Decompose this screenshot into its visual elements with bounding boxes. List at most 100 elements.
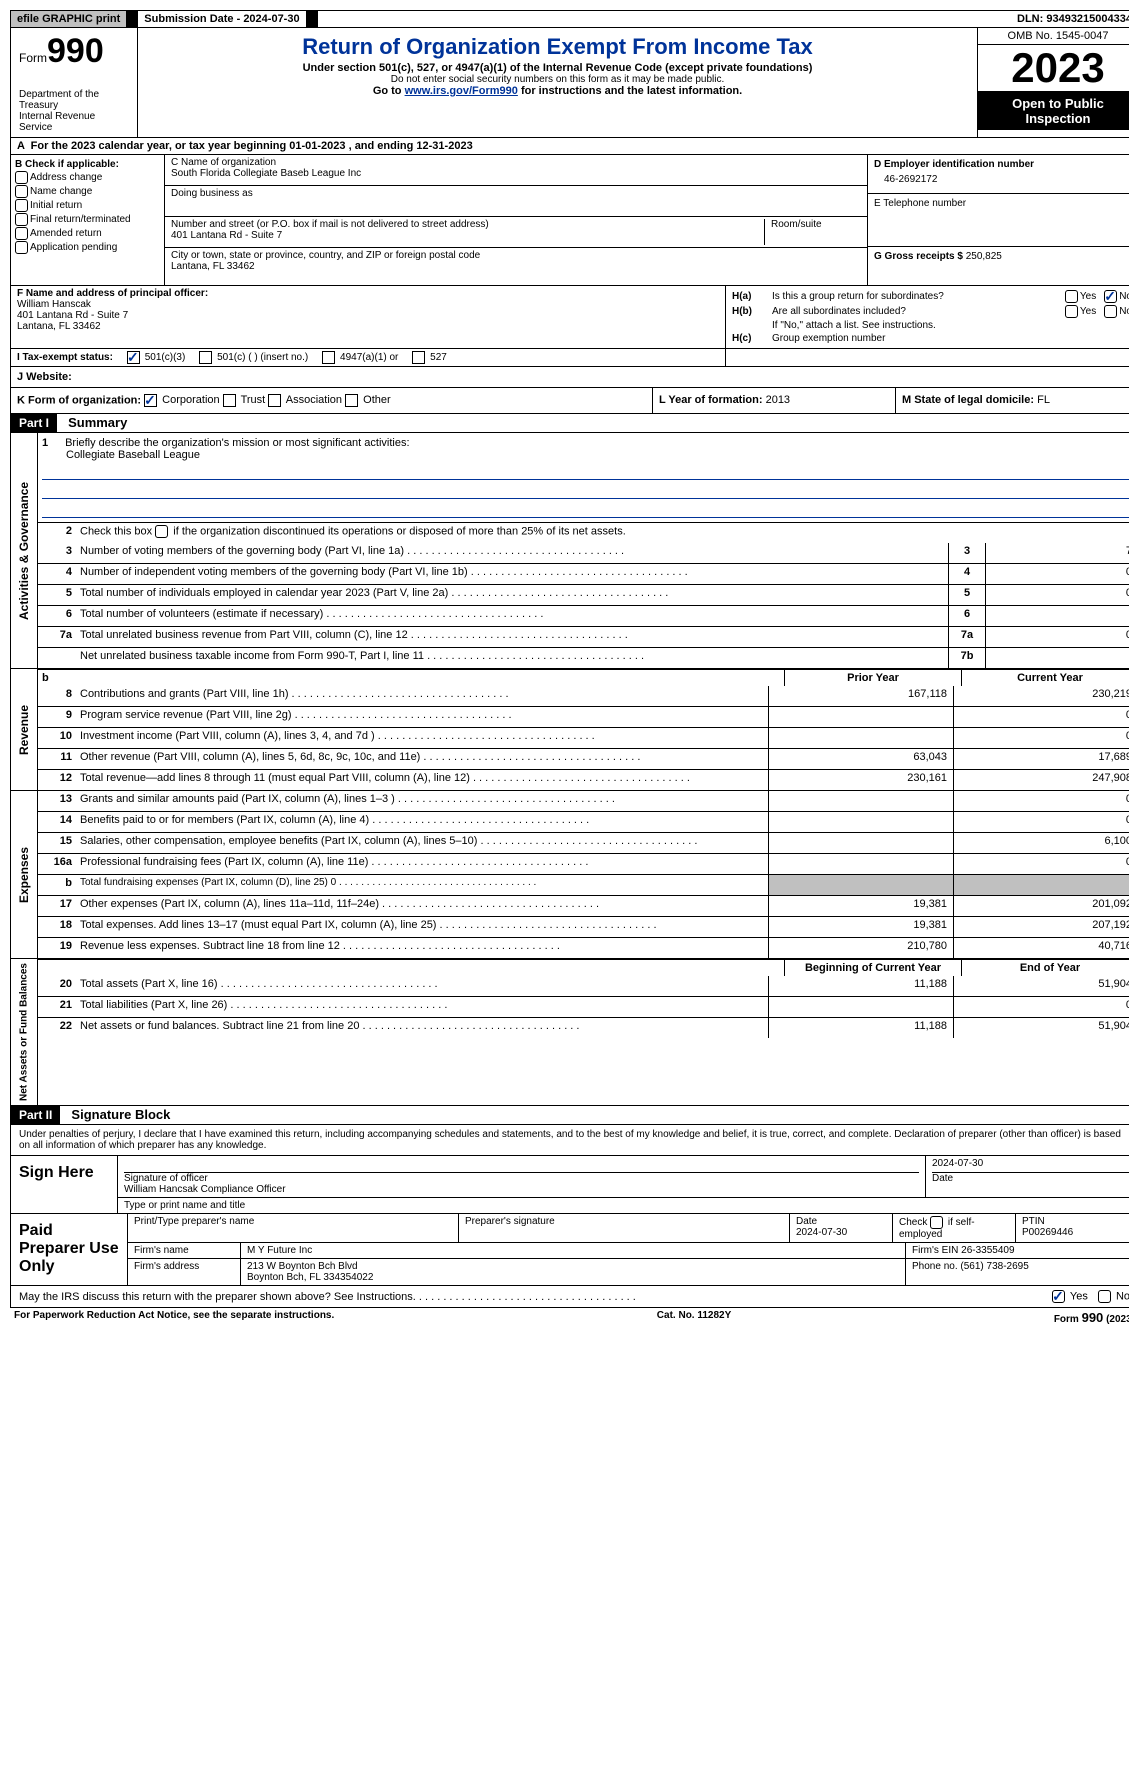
opt-label: 4947(a)(1) or [340,352,398,363]
checkbox-address-change[interactable] [15,171,28,184]
current-value: 0 [953,791,1129,811]
sign-here-label: Sign Here [11,1156,118,1213]
line-text: Benefits paid to or for members (Part IX… [76,812,768,832]
checkbox-hb-yes[interactable] [1065,305,1078,318]
current-value: 0 [953,707,1129,727]
phone-label: Phone no. [912,1261,958,1272]
checkbox-501c[interactable] [199,351,212,364]
gov-vlabel: Activities & Governance [11,433,38,668]
current-value: 0 [953,728,1129,748]
line-text: Other revenue (Part VIII, column (A), li… [76,749,768,769]
checkbox-ha-no[interactable] [1104,290,1117,303]
current-value: 40,716 [953,938,1129,958]
line-box: 5 [948,585,985,605]
current-value: 51,904 [953,976,1129,996]
line-num: 22 [38,1018,76,1038]
part1-header: Part I [11,414,57,432]
line-value: 0 [985,564,1129,584]
line-text: Professional fundraising fees (Part IX, … [76,854,768,874]
yes-label: Yes [1080,306,1096,317]
line-value: 0 [985,585,1129,605]
checkbox-501c3[interactable] [127,351,140,364]
hb-text: Are all subordinates included? [772,306,1065,317]
type-name-label: Type or print name and title [118,1198,1129,1213]
checkbox-amended[interactable] [15,227,28,240]
line-value [985,606,1129,626]
line-text: Contributions and grants (Part VIII, lin… [76,686,768,706]
line-num: 7a [38,627,76,647]
line-text: Total assets (Part X, line 16) [76,976,768,996]
opt-label: 527 [430,352,447,363]
checkbox-4947[interactable] [322,351,335,364]
line-text: Total number of volunteers (estimate if … [76,606,948,626]
line-text: Program service revenue (Part VIII, line… [76,707,768,727]
checkbox-initial-return[interactable] [15,199,28,212]
yes-label: Yes [1070,1290,1088,1302]
k-label: K Form of organization: [17,394,141,406]
checkbox-name-change[interactable] [15,185,28,198]
declaration-text: Under penalties of perjury, I declare th… [11,1125,1129,1156]
j-label: J Website: [17,371,72,383]
line-text: Total liabilities (Part X, line 26) [76,997,768,1017]
line-num [38,648,76,668]
line-box: 4 [948,564,985,584]
goto-prefix: Go to [373,85,405,97]
checkbox-discuss-yes[interactable] [1052,1290,1065,1303]
form-word: Form [19,51,47,65]
line-num: 11 [38,749,76,769]
ssn-note: Do not enter social security numbers on … [146,74,969,85]
room-label: Room/suite [765,219,861,245]
part2-header: Part II [11,1106,60,1124]
line-num: 13 [38,791,76,811]
current-value: 51,904 [953,1018,1129,1038]
form990-link[interactable]: www.irs.gov/Form990 [405,85,518,97]
checkbox-other[interactable] [345,394,358,407]
tax-year: 2023 [978,45,1129,92]
hb-note: If "No," attach a list. See instructions… [772,320,1129,331]
checkbox-app-pending[interactable] [15,241,28,254]
checkbox-assoc[interactable] [268,394,281,407]
ha-text: Is this a group return for subordinates? [772,291,1065,302]
checkbox-final-return[interactable] [15,213,28,226]
footer-right: Form 990 (2023) [1054,1310,1129,1325]
checkbox-hb-no[interactable] [1104,305,1117,318]
prep-name-label: Print/Type preparer's name [128,1214,459,1242]
checkbox-corp[interactable] [144,394,157,407]
checkbox-ha-yes[interactable] [1065,290,1078,303]
checkbox-self-employed[interactable] [930,1216,943,1229]
state-domicile: FL [1037,394,1050,406]
row-a-tax-year: A For the 2023 calendar year, or tax yea… [10,138,1129,155]
checkbox-trust[interactable] [223,394,236,407]
exp-vlabel: Expenses [11,791,38,958]
prior-value [768,875,953,895]
open-inspection: Open to Public Inspection [978,92,1129,130]
section-fh: F Name and address of principal officer:… [10,286,1129,349]
prior-value [768,854,953,874]
opt-label: Other [363,394,391,406]
current-value: 247,908 [953,770,1129,790]
omb-number: OMB No. 1545-0047 [978,28,1129,45]
part1-header-row: Part I Summary [10,414,1129,433]
prior-value: 19,381 [768,896,953,916]
checkbox-527[interactable] [412,351,425,364]
checkbox-discuss-no[interactable] [1098,1290,1111,1303]
hc-text: Group exemption number [772,333,1129,344]
date-label: Date [932,1173,1129,1184]
irs-label: Internal Revenue Service [19,111,129,133]
b-header: B Check if applicable: [15,159,160,170]
prior-value [768,833,953,853]
line-text: Revenue less expenses. Subtract line 18 … [76,938,768,958]
date-label: Date [796,1216,817,1227]
part1-expenses: Expenses 13 Grants and similar amounts p… [10,791,1129,959]
checkbox-discontinued[interactable] [155,525,168,538]
opt-label: Trust [241,394,266,406]
firm-ein: 26-3355409 [961,1245,1014,1256]
line-num: 9 [38,707,76,727]
firm-name-label: Firm's name [128,1243,241,1258]
current-value: 230,219 [953,686,1129,706]
f-label: F Name and address of principal officer: [17,288,719,299]
officer-addr2: Lantana, FL 33462 [17,321,719,332]
m-label: M State of legal domicile: [902,394,1034,406]
line-box: 3 [948,543,985,563]
signature-section: Under penalties of perjury, I declare th… [10,1125,1129,1286]
